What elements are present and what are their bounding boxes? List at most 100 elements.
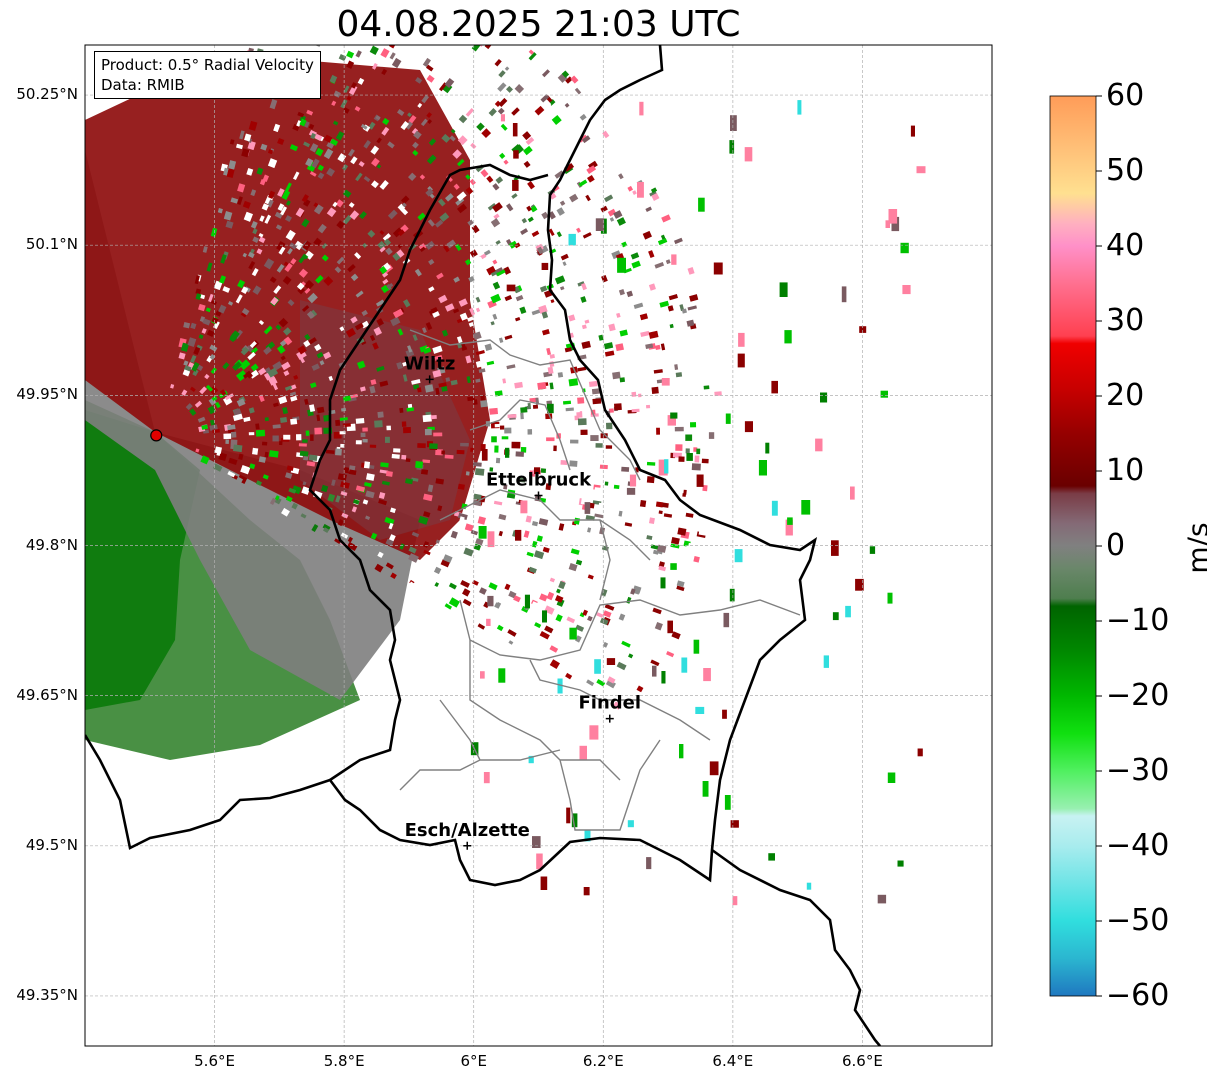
- velocity-speckle: [586, 165, 597, 174]
- velocity-speckle: [335, 448, 342, 456]
- velocity-speckle: [250, 363, 259, 372]
- place-markers: Wiltz Ettelbruck Findel Esch/Alzette: [404, 353, 641, 850]
- velocity-speckle: [515, 294, 524, 302]
- velocity-speckle: [598, 334, 604, 341]
- velocity-speckle: [330, 9, 337, 19]
- velocity-speckle: [285, 182, 292, 192]
- velocity-speckle: [621, 658, 628, 664]
- velocity-speckle: [227, 424, 236, 431]
- velocity-speckle: [367, 229, 376, 238]
- velocity-speckle: [350, 82, 357, 89]
- velocity-speckle: [573, 517, 581, 525]
- velocity-speckle: [236, 398, 246, 407]
- velocity-speckle: [596, 612, 604, 618]
- velocity-speckle: [418, 243, 427, 251]
- velocity-speckle: [355, 440, 362, 445]
- velocity-speckle: [337, 519, 344, 527]
- velocity-speckle: [314, 343, 322, 352]
- colorbar-tick-label: −30: [1106, 753, 1170, 788]
- velocity-speckle: [263, 258, 275, 270]
- velocity-speckle: [492, 281, 501, 290]
- velocity-speckle: [658, 565, 667, 572]
- velocity-speckle: [352, 499, 360, 505]
- velocity-speckle: [465, 471, 470, 476]
- velocity-speckle: [322, 523, 331, 531]
- velocity-speckle: [722, 709, 727, 719]
- velocity-speckle: [537, 357, 544, 363]
- velocity-speckle: [405, 121, 413, 130]
- velocity-speckle: [198, 334, 204, 340]
- velocity-speckle: [564, 257, 576, 266]
- velocity-speckle: [194, 275, 200, 285]
- velocity-speckle: [317, 164, 325, 172]
- velocity-speckle: [230, 197, 239, 204]
- place-marker: Wiltz: [404, 353, 455, 384]
- velocity-speckle: [379, 380, 389, 387]
- velocity-speckle: [277, 203, 285, 212]
- velocity-speckle: [249, 341, 257, 349]
- velocity-speckle: [500, 192, 511, 202]
- velocity-speckle: [419, 246, 426, 252]
- velocity-speckle: [604, 194, 614, 203]
- velocity-speckle: [559, 200, 566, 206]
- velocity-speckle: [621, 640, 631, 648]
- velocity-speckle: [272, 435, 279, 442]
- velocity-speckle: [683, 489, 687, 495]
- latitude-tick-label: 50.25°N: [16, 85, 78, 104]
- velocity-speckle: [491, 436, 497, 443]
- velocity-speckle: [649, 190, 657, 197]
- velocity-speckle: [489, 467, 494, 472]
- velocity-speckle: [379, 469, 389, 474]
- velocity-speckle: [304, 398, 309, 405]
- velocity-speckle: [703, 668, 711, 682]
- velocity-speckle: [528, 755, 534, 764]
- velocity-speckle: [360, 123, 368, 130]
- velocity-speckle: [525, 136, 535, 146]
- velocity-speckle: [342, 189, 352, 198]
- velocity-speckle: [671, 254, 677, 265]
- velocity-speckle: [902, 285, 911, 295]
- velocity-speckle: [520, 447, 527, 453]
- velocity-speckle: [540, 94, 550, 103]
- velocity-speckle: [646, 535, 653, 541]
- velocity-speckle: [252, 285, 262, 295]
- velocity-speckle: [478, 77, 488, 87]
- velocity-speckle: [542, 329, 550, 336]
- velocity-speckle: [605, 679, 616, 689]
- velocity-speckle: [377, 551, 384, 558]
- velocity-speckle: [537, 381, 547, 390]
- velocity-speckle: [269, 99, 278, 110]
- velocity-speckle: [616, 312, 621, 318]
- velocity-speckle: [841, 286, 847, 303]
- velocity-speckle: [672, 452, 682, 458]
- velocity-speckle: [332, 7, 337, 14]
- velocity-speckle: [407, 403, 413, 409]
- velocity-speckle: [563, 400, 572, 405]
- velocity-speckle: [505, 85, 514, 93]
- velocity-speckle: [667, 415, 676, 426]
- velocity-speckle: [660, 343, 666, 351]
- velocity-speckle: [658, 510, 663, 515]
- velocity-speckle: [600, 205, 608, 213]
- velocity-speckle: [626, 487, 636, 495]
- velocity-speckle: [494, 445, 499, 453]
- velocity-speckle: [729, 588, 735, 602]
- velocity-speckle: [275, 17, 282, 27]
- velocity-speckle: [520, 407, 528, 413]
- velocity-speckle: [341, 512, 349, 519]
- velocity-speckle: [456, 449, 465, 455]
- velocity-speckle: [457, 158, 465, 167]
- velocity-speckle: [379, 266, 388, 275]
- velocity-speckle: [182, 369, 191, 377]
- velocity-speckle: [411, 127, 419, 135]
- velocity-speckle: [587, 174, 595, 183]
- velocity-speckle: [350, 156, 358, 165]
- velocity-speckle: [579, 745, 587, 760]
- velocity-speckle: [497, 107, 505, 115]
- velocity-speckle: [296, 434, 302, 441]
- velocity-speckle: [283, 434, 291, 440]
- velocity-speckle: [547, 366, 554, 375]
- velocity-speckle: [539, 285, 548, 293]
- velocity-speckle: [202, 246, 208, 253]
- velocity-speckle: [570, 439, 579, 444]
